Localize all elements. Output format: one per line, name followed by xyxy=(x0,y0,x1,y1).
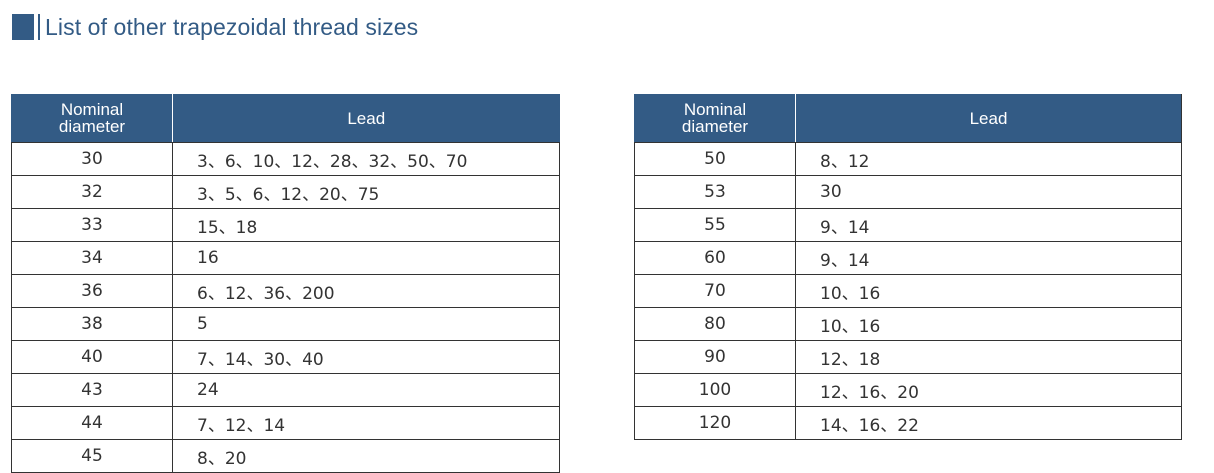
table-row: 44 7、12、14 xyxy=(11,406,560,440)
table-row: 45 8、20 xyxy=(11,439,560,473)
lead-cell: 6、12、36、200 xyxy=(172,274,560,308)
lead-cell: 15、18 xyxy=(172,208,560,242)
lead-cell: 30 xyxy=(795,175,1182,209)
section-heading: List of other trapezoidal thread sizes xyxy=(12,12,418,42)
page-title: List of other trapezoidal thread sizes xyxy=(45,13,419,40)
diameter-cell: 44 xyxy=(11,406,173,440)
diameter-cell: 55 xyxy=(634,208,796,242)
table-row: 55 9、14 xyxy=(634,208,1182,242)
table-row: 70 10、16 xyxy=(634,274,1182,308)
lead-cell: 9、14 xyxy=(795,241,1182,275)
lead-cell: 3、6、10、12、28、32、50、70 xyxy=(172,142,560,176)
table-row: 36 6、12、36、200 xyxy=(11,274,560,308)
heading-square-marker xyxy=(12,14,34,40)
table-header-row: Nominal diameter Lead xyxy=(634,94,1182,143)
lead-cell: 12、16、20 xyxy=(795,373,1182,407)
diameter-cell: 70 xyxy=(634,274,796,308)
lead-cell: 7、14、30、40 xyxy=(172,340,560,374)
diameter-cell: 80 xyxy=(634,307,796,341)
lead-cell: 10、16 xyxy=(795,274,1182,308)
lead-cell: 7、12、14 xyxy=(172,406,560,440)
table-row: 34 16 xyxy=(11,241,560,275)
header-lead: Lead xyxy=(172,94,560,143)
table-row: 30 3、6、10、12、28、32、50、70 xyxy=(11,142,560,176)
diameter-cell: 34 xyxy=(11,241,173,275)
diameter-cell: 43 xyxy=(11,373,173,407)
header-nominal-diameter: Nominal diameter xyxy=(11,94,173,143)
table-row: 50 8、12 xyxy=(634,142,1182,176)
diameter-cell: 120 xyxy=(634,406,796,440)
diameter-cell: 90 xyxy=(634,340,796,374)
diameter-cell: 40 xyxy=(11,340,173,374)
table-row: 38 5 xyxy=(11,307,560,341)
lead-cell: 3、5、6、12、20、75 xyxy=(172,175,560,209)
thread-table-left: Nominal diameter Lead 30 3、6、10、12、28、32… xyxy=(11,94,560,473)
table-row: 40 7、14、30、40 xyxy=(11,340,560,374)
table-row: 90 12、18 xyxy=(634,340,1182,374)
diameter-cell: 38 xyxy=(11,307,173,341)
diameter-cell: 36 xyxy=(11,274,173,308)
table-row: 120 14、16、22 xyxy=(634,406,1182,440)
table-header-row: Nominal diameter Lead xyxy=(11,94,560,143)
lead-cell: 16 xyxy=(172,241,560,275)
lead-cell: 9、14 xyxy=(795,208,1182,242)
header-nominal-diameter: Nominal diameter xyxy=(634,94,796,143)
diameter-cell: 32 xyxy=(11,175,173,209)
table-row: 60 9、14 xyxy=(634,241,1182,275)
lead-cell: 8、12 xyxy=(795,142,1182,176)
diameter-cell: 30 xyxy=(11,142,173,176)
lead-cell: 8、20 xyxy=(172,439,560,473)
lead-cell: 10、16 xyxy=(795,307,1182,341)
table-row: 43 24 xyxy=(11,373,560,407)
diameter-cell: 100 xyxy=(634,373,796,407)
header-nominal-line1: Nominal xyxy=(60,100,124,119)
header-nominal-line2: diameter xyxy=(58,117,126,136)
heading-bar-marker xyxy=(38,14,40,40)
diameter-cell: 60 xyxy=(634,241,796,275)
table-row: 53 30 xyxy=(634,175,1182,209)
header-nominal-line1: Nominal xyxy=(683,100,747,119)
diameter-cell: 53 xyxy=(634,175,796,209)
header-lead: Lead xyxy=(795,94,1182,143)
lead-cell: 24 xyxy=(172,373,560,407)
header-nominal-line2: diameter xyxy=(681,117,749,136)
lead-cell: 5 xyxy=(172,307,560,341)
lead-cell: 14、16、22 xyxy=(795,406,1182,440)
table-row: 80 10、16 xyxy=(634,307,1182,341)
table-row: 32 3、5、6、12、20、75 xyxy=(11,175,560,209)
thread-table-right: Nominal diameter Lead 50 8、12 53 30 55 9… xyxy=(634,94,1182,440)
diameter-cell: 45 xyxy=(11,439,173,473)
table-row: 33 15、18 xyxy=(11,208,560,242)
table-row: 100 12、16、20 xyxy=(634,373,1182,407)
diameter-cell: 33 xyxy=(11,208,173,242)
diameter-cell: 50 xyxy=(634,142,796,176)
lead-cell: 12、18 xyxy=(795,340,1182,374)
